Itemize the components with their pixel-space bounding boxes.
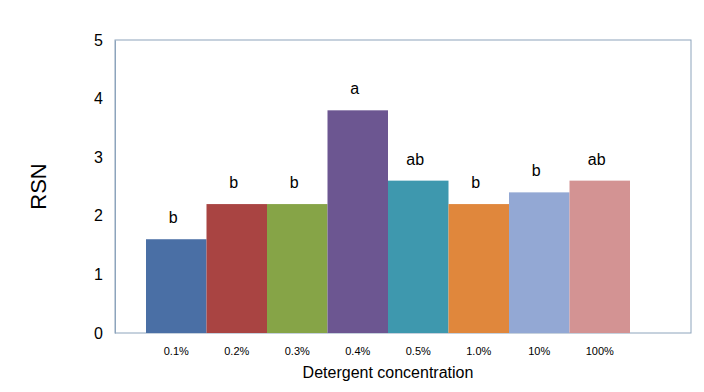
x-tick: 10% bbox=[528, 333, 550, 357]
x-tick: 0.3% bbox=[285, 333, 310, 357]
x-tick: 0.4% bbox=[345, 333, 370, 357]
y-tick-label: 3 bbox=[94, 149, 103, 166]
y-tick: 2 bbox=[94, 207, 115, 224]
y-tick: 0 bbox=[94, 325, 115, 342]
x-tick-label: 0.1% bbox=[164, 345, 189, 357]
x-tick: 0.1% bbox=[164, 333, 189, 357]
x-tick-label: 10% bbox=[528, 345, 550, 357]
annotation: b bbox=[229, 174, 238, 191]
y-axis: 0 1 2 3 4 5 bbox=[94, 32, 115, 342]
x-tick-label: 100% bbox=[586, 345, 614, 357]
x-tick: 0.5% bbox=[406, 333, 431, 357]
y-axis-line bbox=[115, 41, 116, 334]
y-tick-label: 0 bbox=[94, 325, 103, 342]
annotation: ab bbox=[406, 151, 424, 168]
annotation: a bbox=[350, 80, 359, 97]
bars bbox=[146, 110, 630, 333]
x-tick: 0.2% bbox=[224, 333, 249, 357]
x-tick: 100% bbox=[586, 333, 614, 357]
chart: b b b a ab b b ab 0 1 2 3 4 5 0.1% 0.2% 0.3% 0.4% 0.5% 1.0%… bbox=[0, 0, 704, 392]
y-tick-label: 5 bbox=[94, 32, 103, 49]
y-tick: 5 bbox=[94, 32, 115, 49]
y-axis-title: RSN bbox=[26, 163, 51, 209]
annotations: b b b a ab b b ab bbox=[169, 80, 606, 226]
y-tick: 3 bbox=[94, 149, 115, 166]
bar bbox=[207, 204, 268, 333]
bar bbox=[449, 204, 510, 333]
annotation: b bbox=[532, 162, 541, 179]
annotation: b bbox=[471, 174, 480, 191]
bar bbox=[570, 181, 631, 333]
y-tick: 1 bbox=[94, 266, 115, 283]
x-tick-label: 0.4% bbox=[345, 345, 370, 357]
plot-frame bbox=[115, 40, 691, 333]
annotation: b bbox=[290, 174, 299, 191]
bar bbox=[146, 239, 207, 333]
bar bbox=[267, 204, 328, 333]
y-tick-label: 4 bbox=[94, 90, 103, 107]
annotation: b bbox=[169, 209, 178, 226]
bar bbox=[509, 192, 570, 333]
x-tick-label: 0.5% bbox=[406, 345, 431, 357]
x-tick-label: 0.3% bbox=[285, 345, 310, 357]
x-axis-title: Detergent concentration bbox=[303, 364, 474, 381]
x-axis: 0.1% 0.2% 0.3% 0.4% 0.5% 1.0% 10% 100% bbox=[147, 333, 631, 357]
y-tick: 4 bbox=[94, 90, 115, 107]
x-tick-label: 1.0% bbox=[466, 345, 491, 357]
bar bbox=[388, 181, 449, 333]
y-tick-label: 2 bbox=[94, 207, 103, 224]
bar bbox=[328, 110, 389, 333]
x-axis-line bbox=[147, 333, 631, 334]
annotation: ab bbox=[588, 151, 606, 168]
x-tick: 1.0% bbox=[466, 333, 491, 357]
y-tick-label: 1 bbox=[94, 266, 103, 283]
x-tick-label: 0.2% bbox=[224, 345, 249, 357]
